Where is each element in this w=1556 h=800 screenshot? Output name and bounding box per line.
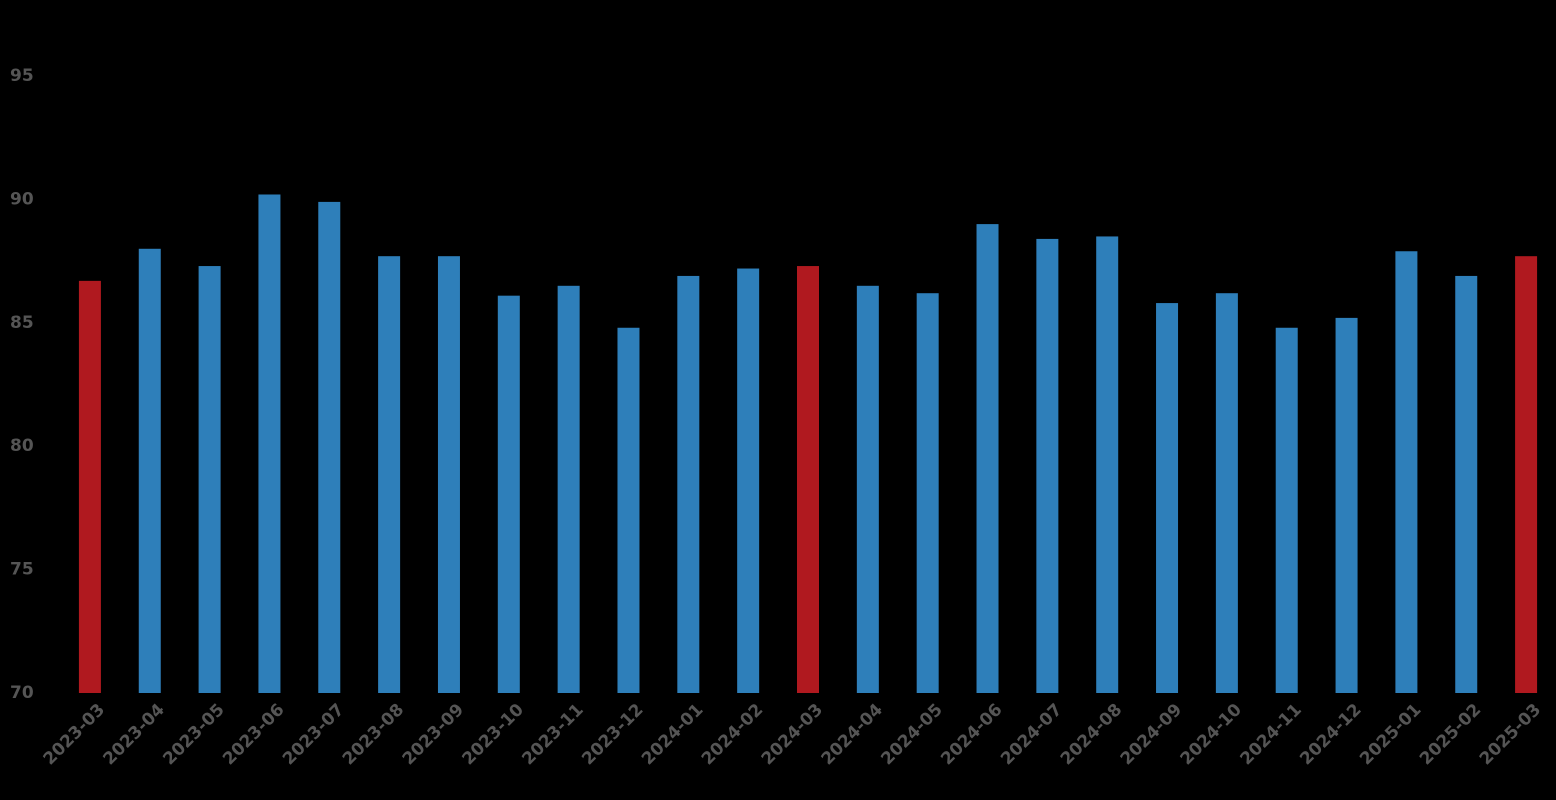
x-tick-label: 2023-10 xyxy=(459,700,528,769)
bar xyxy=(617,327,640,693)
bar xyxy=(1335,317,1358,693)
y-tick-label: 80 xyxy=(10,436,34,456)
x-tick-label: 2024-08 xyxy=(1057,700,1126,769)
bar xyxy=(318,201,341,693)
bar xyxy=(437,256,460,693)
x-tick-label: 2024-05 xyxy=(877,700,946,769)
x-tick-label: 2024-09 xyxy=(1117,700,1186,769)
bar xyxy=(976,224,999,693)
x-tick-label: 2024-07 xyxy=(997,700,1066,769)
bar xyxy=(1455,275,1478,693)
bar xyxy=(378,256,401,693)
x-tick-label: 2024-03 xyxy=(758,700,827,769)
x-tick-label: 2023-07 xyxy=(279,700,348,769)
bar xyxy=(797,266,819,693)
bar xyxy=(1395,251,1418,693)
bar xyxy=(737,268,760,693)
x-tick-label: 2023-06 xyxy=(219,700,288,769)
x-tick-label: 2023-12 xyxy=(578,700,647,769)
x-tick-label: 2023-09 xyxy=(399,700,468,769)
bar xyxy=(198,266,221,693)
bar xyxy=(1215,293,1238,693)
bar xyxy=(856,285,879,693)
bar xyxy=(1036,238,1059,693)
x-tick-label: 2023-11 xyxy=(518,700,587,769)
bar xyxy=(258,194,281,693)
x-tick-label: 2023-08 xyxy=(339,700,408,769)
x-tick-label: 2024-02 xyxy=(698,700,767,769)
bar xyxy=(78,280,101,693)
bar xyxy=(916,293,939,693)
x-tick-label: 2024-11 xyxy=(1236,700,1305,769)
x-tick-label: 2025-02 xyxy=(1416,700,1485,769)
y-tick-label: 95 xyxy=(10,66,34,86)
x-tick-label: 2023-05 xyxy=(159,700,228,769)
bar xyxy=(677,275,700,693)
bar xyxy=(1515,256,1538,693)
x-tick-label: 2023-03 xyxy=(40,700,109,769)
bar xyxy=(497,295,520,693)
x-tick-label: 2025-01 xyxy=(1356,700,1425,769)
x-tick-label: 2024-04 xyxy=(818,700,887,769)
y-tick-label: 85 xyxy=(10,313,34,333)
y-tick-label: 75 xyxy=(10,560,34,580)
bar xyxy=(138,248,161,694)
x-tick-label: 2024-06 xyxy=(937,700,1006,769)
x-tick-label: 2023-04 xyxy=(100,700,169,769)
bar xyxy=(1275,327,1298,693)
y-tick-label: 70 xyxy=(10,683,34,703)
bar xyxy=(1096,236,1119,694)
x-tick-label: 2025-03 xyxy=(1476,700,1545,769)
x-tick-label: 2024-01 xyxy=(638,700,707,769)
y-tick-label: 90 xyxy=(10,189,34,209)
x-tick-label: 2024-12 xyxy=(1296,700,1365,769)
bar xyxy=(557,285,580,693)
x-tick-label: 2024-10 xyxy=(1177,700,1246,769)
bar xyxy=(1156,303,1179,693)
